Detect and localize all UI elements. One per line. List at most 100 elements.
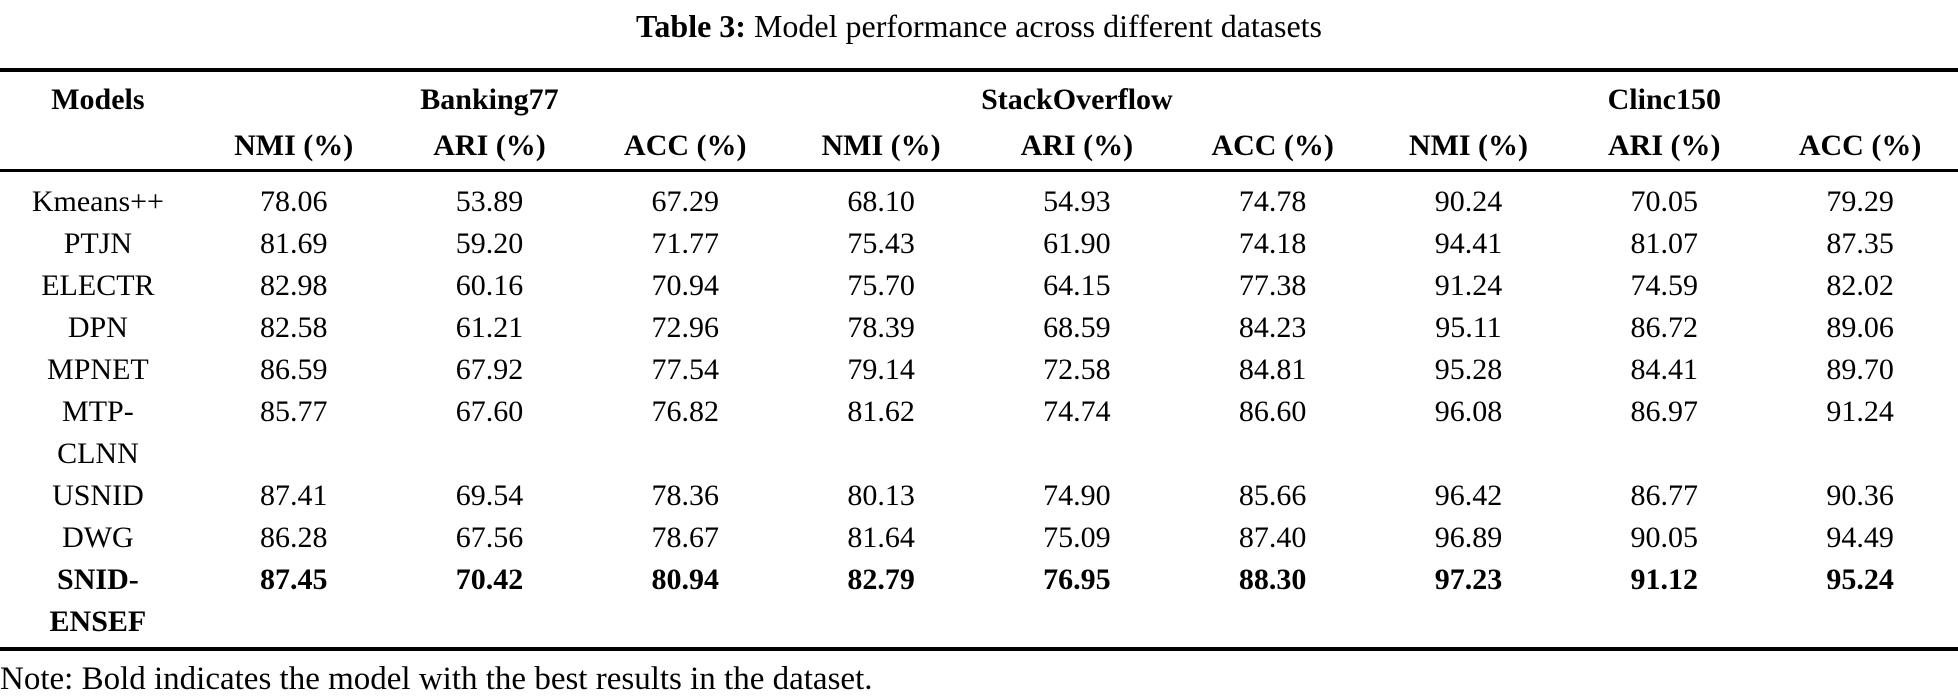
metric-header: NMI (%) (821, 129, 941, 162)
metric-value-cell: 74.78 (1238, 185, 1307, 218)
metric-value-cell: 75.70 (847, 269, 915, 302)
model-name-cell: USNID (0, 475, 196, 517)
metric-value-cell: 59.20 (455, 227, 524, 260)
metric-value-cell: 74.90 (1043, 479, 1111, 512)
metric-value-cell: 82.98 (259, 269, 328, 302)
metric-value-cell: 95.28 (1434, 353, 1503, 386)
metric-header-empty (0, 123, 196, 171)
metric-header: ACC (%) (1211, 129, 1334, 162)
table-row: Kmeans++ 78.06 53.89 67.29 68.10 54.93 74.78 90… (0, 171, 1958, 224)
metric-value-cell: 87.40 (1238, 521, 1307, 554)
metric-value-cell: 94.41 (1434, 227, 1503, 260)
metric-value-cell: 81.62 (847, 395, 915, 428)
metric-value-cell: 74.59 (1630, 269, 1699, 302)
metric-value-cell: 84.81 (1238, 353, 1307, 386)
metric-value-cell: 68.10 (847, 185, 915, 218)
model-name-line: ENSEF (49, 605, 147, 638)
metric-value-cell: 70.94 (651, 269, 720, 302)
model-name-line: CLNN (57, 437, 139, 470)
table-row: PTJN 81.69 59.20 71.77 75.43 61.90 74.18 94.41 8… (0, 223, 1958, 265)
metric-header: NMI (%) (234, 129, 354, 162)
table-row: DWG 86.28 67.56 78.67 81.64 75.09 87.40 96.89 90… (0, 517, 1958, 559)
metric-value-cell: 79.29 (1826, 185, 1894, 218)
metric-value-cell: 87.45 (259, 563, 328, 596)
metric-value-cell: 94.49 (1826, 521, 1894, 554)
metric-value-cell: 61.90 (1043, 227, 1111, 260)
metric-value-cell: 86.72 (1630, 311, 1699, 344)
metric-value-cell: 77.38 (1238, 269, 1307, 302)
metric-value-cell: 97.23 (1434, 563, 1503, 596)
metric-value-cell: 96.42 (1434, 479, 1503, 512)
dataset-group-header-row: Models Banking77 StackOverflow Clinc150 (0, 70, 1958, 123)
metric-value-cell: 95.11 (1435, 311, 1502, 344)
metric-value-cell: 67.29 (651, 185, 720, 218)
metric-value-cell: 79.14 (847, 353, 915, 386)
model-name-cell: DWG (0, 517, 196, 559)
table-caption-text: Model performance across different datas… (745, 8, 1322, 44)
dataset-group-stackoverflow: StackOverflow (981, 82, 1173, 116)
metric-value-cell: 64.15 (1043, 269, 1111, 302)
metric-value-cell: 85.66 (1238, 479, 1307, 512)
metric-value-cell: 60.16 (455, 269, 524, 302)
metric-value-cell: 67.56 (455, 521, 524, 554)
metric-value-cell: 96.08 (1434, 395, 1503, 428)
metric-header: ARI (%) (1020, 129, 1134, 162)
metric-value-cell: 53.89 (455, 185, 524, 218)
metric-value-cell: 84.41 (1630, 353, 1699, 386)
metric-value-cell: 87.41 (259, 479, 328, 512)
model-name-cell: PTJN (0, 223, 196, 265)
metric-value-cell: 74.18 (1238, 227, 1307, 260)
model-name-line: MPNET (47, 353, 149, 386)
model-name-cell: SNID- ENSEF (0, 559, 196, 649)
table-row: USNID 87.41 69.54 78.36 80.13 74.90 85.66 96.42… (0, 475, 1958, 517)
metric-value-cell: 70.05 (1630, 185, 1699, 218)
metric-value-cell: 86.60 (1238, 395, 1307, 428)
metric-value-cell: 81.69 (259, 227, 328, 260)
table-row: ELECTR 82.98 60.16 70.94 75.70 64.15 77.38 91.2… (0, 265, 1958, 307)
metric-value-cell: 91.12 (1630, 563, 1699, 596)
metric-value-cell: 80.13 (847, 479, 915, 512)
model-name-line: ELECTR (41, 269, 155, 302)
model-name-cell: Kmeans++ (0, 171, 196, 224)
metric-value-cell: 86.28 (259, 521, 328, 554)
metric-value-cell: 90.24 (1434, 185, 1503, 218)
metric-value-cell: 75.43 (847, 227, 915, 260)
table-row: MTP- CLNN 85.77 67.60 76.82 81.62 74.74 86.60 96… (0, 391, 1958, 475)
metric-value-cell: 86.97 (1630, 395, 1699, 428)
model-name-line: MTP- (62, 395, 134, 428)
table-row: SNID- ENSEF 87.45 70.42 80.94 82.79 76.95 88.30… (0, 559, 1958, 649)
metric-value-cell: 54.93 (1043, 185, 1111, 218)
model-name-line: SNID- (57, 563, 139, 596)
metric-value-cell: 87.35 (1826, 227, 1894, 260)
metric-value-cell: 72.58 (1043, 353, 1111, 386)
metric-value-cell: 78.39 (847, 311, 915, 344)
metric-value-cell: 86.77 (1630, 479, 1699, 512)
metric-value-cell: 84.23 (1238, 311, 1307, 344)
metric-value-cell: 85.77 (259, 395, 328, 428)
table-row: MPNET 86.59 67.92 77.54 79.14 72.58 84.81 95.28… (0, 349, 1958, 391)
model-performance-table: Models Banking77 StackOverflow Clinc150 … (0, 68, 1958, 651)
metric-value-cell: 82.58 (259, 311, 328, 344)
metric-value-cell: 95.24 (1826, 563, 1894, 596)
metric-value-cell: 91.24 (1434, 269, 1503, 302)
model-name-cell: MPNET (0, 349, 196, 391)
metric-value-cell: 78.06 (259, 185, 328, 218)
metric-value-cell: 75.09 (1043, 521, 1111, 554)
model-name-line: Kmeans++ (31, 185, 164, 218)
metric-value-cell: 74.74 (1043, 395, 1111, 428)
model-name-line: PTJN (63, 227, 133, 260)
metric-value-cell: 89.70 (1826, 353, 1894, 386)
metric-value-cell: 91.24 (1826, 395, 1894, 428)
dataset-group-banking77: Banking77 (420, 82, 559, 116)
metric-header: ARI (%) (433, 129, 546, 162)
table-row: DPN 82.58 61.21 72.96 78.39 68.59 84.23 95.11 86… (0, 307, 1958, 349)
metric-value-cell: 86.59 (259, 353, 328, 386)
model-name-cell: DPN (0, 307, 196, 349)
metric-value-cell: 80.94 (651, 563, 720, 596)
metric-value-cell: 76.82 (651, 395, 720, 428)
metric-header: ARI (%) (1608, 129, 1721, 162)
metric-value-cell: 82.79 (847, 563, 915, 596)
dataset-group-clinc150: Clinc150 (1607, 82, 1721, 116)
metric-value-cell: 67.60 (455, 395, 524, 428)
metric-value-cell: 67.92 (455, 353, 524, 386)
